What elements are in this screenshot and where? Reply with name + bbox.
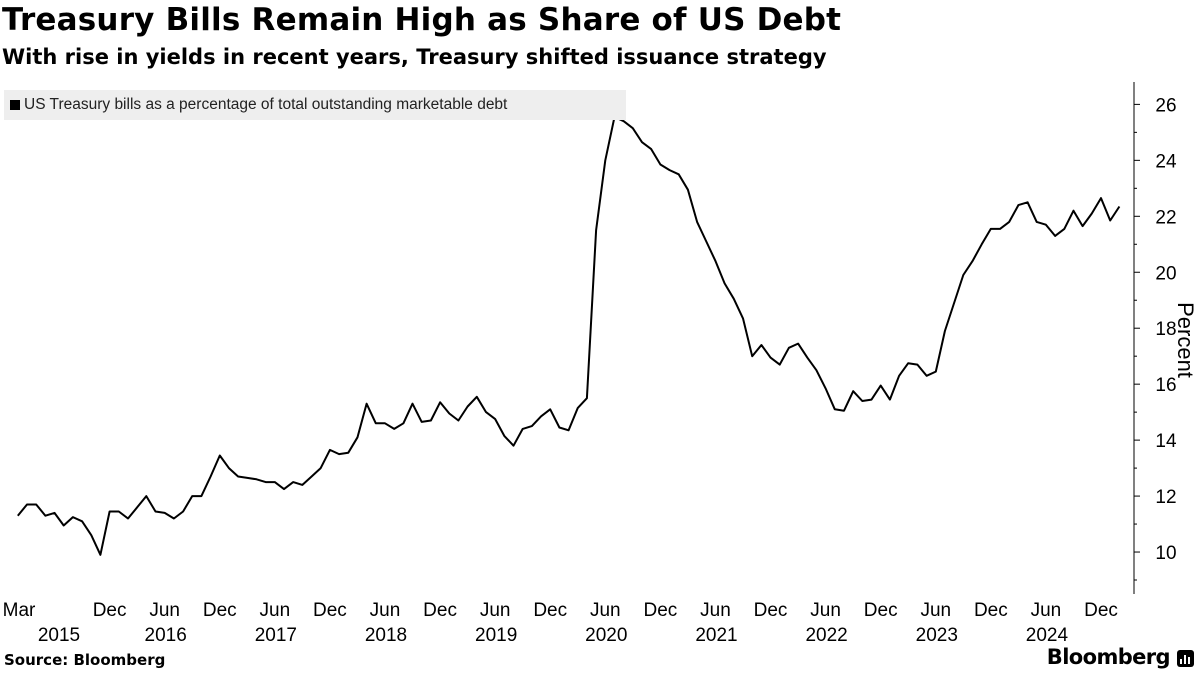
x-tick-label: Dec (93, 600, 127, 621)
x-tick-label: Dec (203, 600, 237, 621)
x-tick-label: Mar (3, 600, 36, 621)
x-tick-label: Jun (149, 600, 180, 621)
x-year-label: 2020 (585, 625, 627, 646)
x-year-label: 2023 (916, 625, 958, 646)
y-tick-label: 16 (1155, 375, 1176, 396)
x-tick-label: Dec (643, 600, 677, 621)
x-tick-label: Jun (1031, 600, 1062, 621)
brand-logo: Bloomberg (1046, 645, 1171, 669)
x-year-label: 2024 (1026, 625, 1069, 646)
x-year-label: 2021 (695, 625, 737, 646)
y-tick-label: 14 (1155, 431, 1177, 452)
x-year-label: 2019 (475, 625, 517, 646)
x-tick-label: Jun (920, 600, 951, 621)
chart-title: Treasury Bills Remain High as Share of U… (2, 2, 842, 38)
legend-label: US Treasury bills as a percentage of tot… (24, 96, 508, 113)
x-tick-label: Dec (423, 600, 457, 621)
y-tick-label: 20 (1155, 263, 1176, 284)
chart-subtitle: With rise in yields in recent years, Tre… (2, 45, 827, 69)
legend: US Treasury bills as a percentage of tot… (4, 90, 626, 120)
x-year-label: 2015 (38, 625, 80, 646)
x-tick-label: Jun (480, 600, 511, 621)
x-tick-label: Jun (810, 600, 841, 621)
y-tick-label: 12 (1155, 487, 1176, 508)
x-tick-label: Jun (260, 600, 291, 621)
x-year-label: 2017 (255, 625, 297, 646)
x-tick-label: Dec (754, 600, 788, 621)
series-line (17, 116, 1121, 556)
y-tick-label: 26 (1155, 95, 1176, 116)
x-tick-label: Jun (590, 600, 621, 621)
legend-swatch (10, 100, 20, 110)
y-tick-label: 18 (1155, 319, 1176, 340)
x-year-label: 2018 (365, 625, 407, 646)
x-tick-label: Jun (370, 600, 401, 621)
y-tick-label: 22 (1155, 207, 1176, 228)
y-axis-label: Percent (1173, 302, 1198, 378)
x-tick-label: Dec (313, 600, 347, 621)
x-tick-label: Dec (533, 600, 567, 621)
x-tick-label: Dec (864, 600, 898, 621)
x-tick-label: Jun (700, 600, 731, 621)
y-tick-label: 10 (1155, 543, 1176, 564)
x-tick-label: Dec (1084, 600, 1118, 621)
x-tick-label: Dec (974, 600, 1008, 621)
source-note: Source: Bloomberg (4, 651, 166, 669)
x-year-label: 2016 (145, 625, 187, 646)
x-year-label: 2022 (805, 625, 847, 646)
bar-chart-icon (1177, 650, 1194, 667)
y-tick-label: 24 (1155, 151, 1177, 172)
